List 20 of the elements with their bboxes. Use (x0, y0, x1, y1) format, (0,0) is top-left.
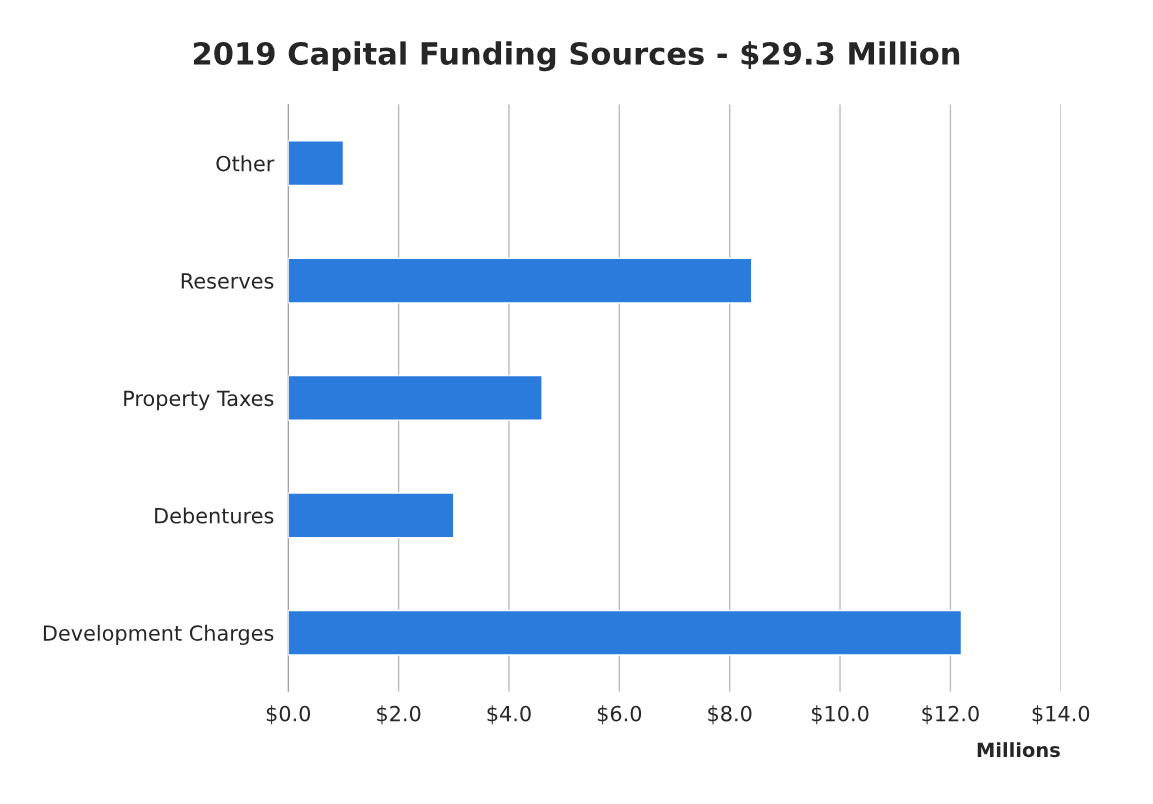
chart-title: 2019 Capital Funding Sources - $29.3 Million (193, 41, 960, 72)
y-tick-label: Other (216, 155, 275, 172)
x-tick-label: $0.0 (266, 705, 311, 725)
y-tick-label: Development Charges (43, 624, 274, 645)
x-tick-label: $4.0 (487, 705, 531, 725)
bar (288, 609, 963, 656)
x-tick-label: $14.0 (1032, 705, 1090, 725)
bar (288, 257, 753, 304)
x-axis-title: Millions (977, 742, 1060, 758)
bar (288, 140, 345, 187)
x-tick-label: $6.0 (597, 705, 642, 725)
x-tick-label: $10.0 (811, 705, 869, 725)
bar (288, 374, 543, 421)
y-tick-label: Reserves (181, 273, 274, 289)
y-tick-label: Property Taxes (124, 390, 274, 411)
x-tick-label: $12.0 (922, 705, 979, 725)
bar (288, 492, 455, 539)
x-tick-label: $2.0 (377, 705, 421, 725)
x-tick-label: $8.0 (708, 705, 752, 725)
y-tick-label: Debentures (155, 507, 274, 524)
